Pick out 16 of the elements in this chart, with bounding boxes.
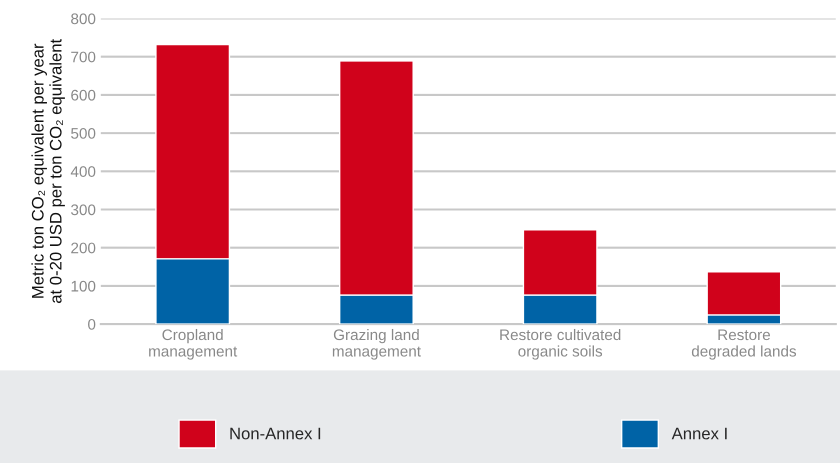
x-tick-label: Restore degraded lands <box>692 330 796 360</box>
x-tick-label: Grazing land management <box>332 328 421 360</box>
legend-label: Annex I <box>672 428 727 440</box>
y-tick-label: 800 <box>71 13 96 24</box>
y-tick-label: 400 <box>70 166 96 177</box>
y-tick-label: 300 <box>71 204 96 216</box>
y-tick-label: 200 <box>71 242 96 254</box>
y-tick-label: 500 <box>71 128 96 139</box>
x-tick-label: Cropland management <box>149 328 238 360</box>
y-tick-label: 100 <box>72 280 96 292</box>
y-axis-title: Metric ton CO₂ equivalent per year at 0-20 USD per ton CO₂ equivalent <box>31 38 65 304</box>
y-tick-label: 700 <box>71 52 96 62</box>
x-tick-label: Restore cultivated organic soils <box>500 328 620 360</box>
legend-label: Non-Annex I <box>230 428 320 440</box>
y-tick-label: 600 <box>71 90 96 101</box>
y-tick-label: 0 <box>88 318 96 330</box>
